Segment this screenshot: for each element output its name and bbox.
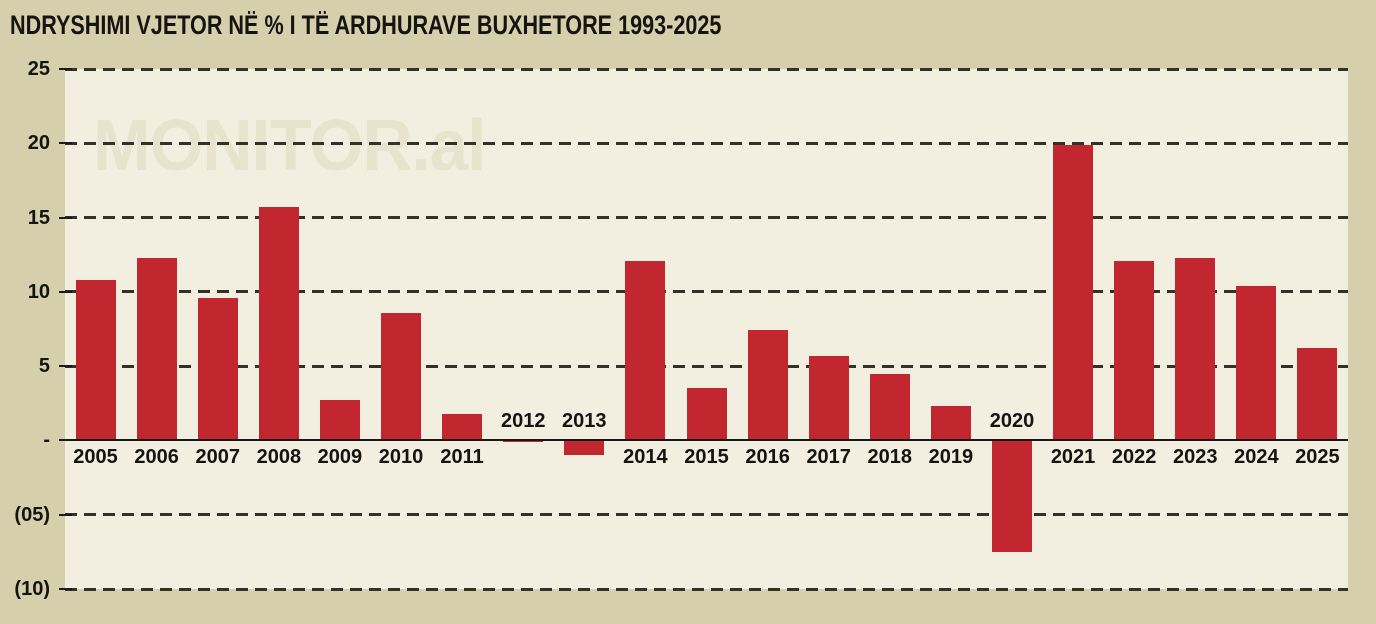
y-axis-tick-15 bbox=[59, 216, 72, 219]
bar-2012 bbox=[503, 440, 544, 443]
bar-2014 bbox=[625, 260, 666, 441]
gridline--10 bbox=[65, 587, 1348, 591]
bar-2017 bbox=[808, 355, 849, 441]
watermark: MONITOR.al bbox=[93, 106, 486, 186]
chart-title: NDRYSHIMI VJETOR NË % I TË ARDHURAVE BUX… bbox=[10, 10, 722, 40]
gridline-10 bbox=[65, 290, 1348, 294]
bar-2019 bbox=[930, 406, 971, 441]
y-axis-label-20: 20 bbox=[27, 132, 50, 155]
plot-area: MONITOR.al bbox=[65, 67, 1348, 591]
bar-2022 bbox=[1114, 260, 1155, 441]
x-axis-label-2018: 2018 bbox=[867, 446, 913, 469]
bar-2010 bbox=[381, 312, 422, 441]
gridline-25 bbox=[65, 67, 1348, 71]
x-axis-label-2016: 2016 bbox=[745, 446, 790, 469]
bar-2011 bbox=[442, 413, 483, 441]
bar-2023 bbox=[1175, 257, 1216, 441]
y-axis-label--10: (10) bbox=[14, 578, 50, 600]
y-axis-tick--5 bbox=[59, 513, 72, 516]
y-axis-label-25: 25 bbox=[27, 58, 50, 80]
x-axis-label-2017: 2017 bbox=[806, 446, 851, 469]
x-axis-label-2015: 2015 bbox=[684, 446, 729, 469]
x-axis-label-2012: 2012 bbox=[500, 410, 546, 433]
y-axis-tick-20 bbox=[59, 142, 72, 145]
x-axis-label-2011: 2011 bbox=[440, 446, 484, 469]
y-axis-tick-0 bbox=[59, 439, 72, 442]
x-axis-label-2025: 2025 bbox=[1295, 446, 1340, 469]
bar-2021 bbox=[1053, 144, 1094, 441]
bar-2015 bbox=[686, 388, 727, 441]
x-axis-label-2009: 2009 bbox=[317, 446, 363, 469]
bar-2008 bbox=[258, 207, 299, 441]
y-axis-label-5: 5 bbox=[38, 355, 50, 378]
bar-2024 bbox=[1236, 285, 1277, 441]
y-axis-label-10: 10 bbox=[27, 280, 50, 303]
x-axis-label-2005: 2005 bbox=[73, 446, 118, 469]
bar-2025 bbox=[1297, 348, 1338, 441]
x-axis-label-2023: 2023 bbox=[1173, 446, 1218, 469]
x-axis-label-2022: 2022 bbox=[1111, 446, 1157, 469]
x-axis-label-2014: 2014 bbox=[623, 446, 668, 469]
bar-2006 bbox=[136, 257, 177, 441]
bar-2016 bbox=[747, 330, 788, 441]
y-axis-tick--10 bbox=[59, 588, 72, 590]
x-axis-label-2010: 2010 bbox=[378, 446, 424, 469]
gridline-20 bbox=[65, 141, 1348, 145]
x-axis-label-2021: 2021 bbox=[1050, 446, 1096, 469]
y-axis-tick-25 bbox=[59, 68, 72, 70]
y-axis-label-0: - bbox=[43, 429, 50, 452]
bar-2018 bbox=[869, 373, 910, 441]
gridline--5 bbox=[65, 513, 1348, 517]
y-axis-label--5: (05) bbox=[14, 503, 50, 526]
bar-2007 bbox=[197, 297, 238, 441]
x-axis-label-2013: 2013 bbox=[562, 410, 607, 433]
x-axis-label-2007: 2007 bbox=[195, 446, 240, 469]
x-axis-label-2019: 2019 bbox=[928, 446, 974, 469]
gridline-5 bbox=[65, 364, 1348, 368]
y-axis-label-15: 15 bbox=[27, 206, 50, 229]
x-axis-line bbox=[65, 439, 1348, 442]
y-axis-tick-10 bbox=[59, 290, 72, 293]
x-axis-label-2020: 2020 bbox=[989, 410, 1035, 433]
bar-2005 bbox=[75, 279, 116, 441]
y-axis-tick-5 bbox=[59, 365, 72, 368]
x-axis-label-2008: 2008 bbox=[256, 446, 302, 469]
bar-2020 bbox=[991, 440, 1032, 552]
x-axis-label-2006: 2006 bbox=[134, 446, 179, 469]
bar-2009 bbox=[319, 400, 360, 441]
bar-2013 bbox=[564, 440, 605, 456]
x-axis-label-2024: 2024 bbox=[1234, 446, 1279, 469]
gridline-15 bbox=[65, 216, 1348, 220]
